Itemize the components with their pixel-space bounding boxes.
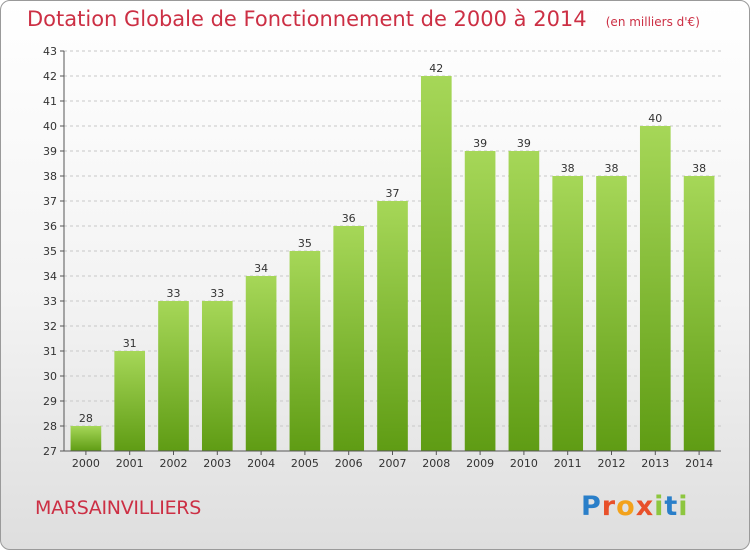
x-tick-label-2010: 2010 (510, 457, 538, 470)
y-tick-label: 38 (43, 170, 57, 183)
bar-2010 (508, 151, 540, 451)
data-label-2007: 37 (386, 187, 400, 200)
data-label-2001: 31 (123, 337, 137, 350)
bar-2008 (420, 76, 452, 451)
data-label-2012: 38 (605, 162, 619, 175)
axes (60, 50, 721, 455)
data-label-2005: 35 (298, 237, 312, 250)
y-tick-label: 41 (43, 95, 57, 108)
data-label-2013: 40 (648, 112, 662, 125)
x-tick-label-2005: 2005 (291, 457, 319, 470)
x-tick-label-2008: 2008 (422, 457, 450, 470)
y-tick-label: 32 (43, 320, 57, 333)
brand-logo: Proxiti (581, 491, 689, 522)
x-tick-label-2001: 2001 (116, 457, 144, 470)
x-tick-label-2012: 2012 (598, 457, 626, 470)
bar-2007 (377, 201, 408, 451)
title-row: Dotation Globale de Fonctionnement de 20… (27, 7, 700, 31)
y-tick-label: 37 (43, 195, 57, 208)
y-tick-label: 28 (43, 420, 57, 433)
bar-2002 (158, 301, 189, 451)
bar-2009 (464, 151, 496, 451)
data-label-2014: 38 (692, 162, 706, 175)
y-tick-label: 36 (43, 220, 57, 233)
bar-2004 (245, 276, 277, 451)
y-tick-label: 30 (43, 370, 57, 383)
data-label-2000: 28 (79, 412, 93, 425)
commune-name: MARSAINVILLIERS (35, 497, 201, 519)
y-tick-label: 39 (43, 145, 57, 158)
x-tick-label-2007: 2007 (379, 457, 407, 470)
data-label-2010: 39 (517, 137, 531, 150)
x-tick-label-2011: 2011 (554, 457, 582, 470)
bar-2012 (596, 176, 627, 451)
x-tick-label-2003: 2003 (203, 457, 231, 470)
bar-2003 (201, 301, 233, 451)
bar-2014 (683, 176, 715, 451)
bar-2006 (333, 226, 365, 451)
bar-2005 (289, 251, 321, 451)
y-tick-label: 40 (43, 120, 57, 133)
x-tick-label-2013: 2013 (641, 457, 669, 470)
y-tick-label: 42 (43, 70, 57, 83)
bar-2011 (552, 176, 584, 451)
data-label-2006: 36 (342, 212, 356, 225)
data-label-2003: 33 (210, 287, 224, 300)
x-tick-label-2006: 2006 (335, 457, 363, 470)
bar-2013 (639, 126, 671, 451)
labels: 27 28 29 30 31 32 33 34 35 36 37 38 39 40 41 42 43 28 2000… (43, 45, 713, 470)
data-label-2002: 33 (167, 287, 181, 300)
y-tick-label: 43 (43, 45, 57, 58)
x-tick-label-2014: 2014 (685, 457, 713, 470)
x-tick-label-2009: 2009 (466, 457, 494, 470)
y-tick-label: 29 (43, 395, 57, 408)
y-tick-label: 31 (43, 345, 57, 358)
bar-2000 (70, 426, 102, 451)
chart-title: Dotation Globale de Fonctionnement de 20… (27, 7, 587, 31)
data-label-2008: 42 (429, 62, 443, 75)
chart-unit: (en milliers d'€) (605, 15, 700, 29)
data-label-2004: 34 (254, 262, 268, 275)
x-tick-label-2004: 2004 (247, 457, 275, 470)
y-tick-label: 33 (43, 295, 57, 308)
data-label-2011: 38 (561, 162, 575, 175)
data-label-2009: 39 (473, 137, 487, 150)
x-tick-label-2002: 2002 (160, 457, 188, 470)
y-tick-label: 35 (43, 245, 57, 258)
y-tick-label: 34 (43, 270, 57, 283)
bar-2001 (114, 351, 146, 451)
bars (70, 76, 715, 451)
x-tick-label-2000: 2000 (72, 457, 100, 470)
y-tick-label: 27 (43, 445, 57, 458)
